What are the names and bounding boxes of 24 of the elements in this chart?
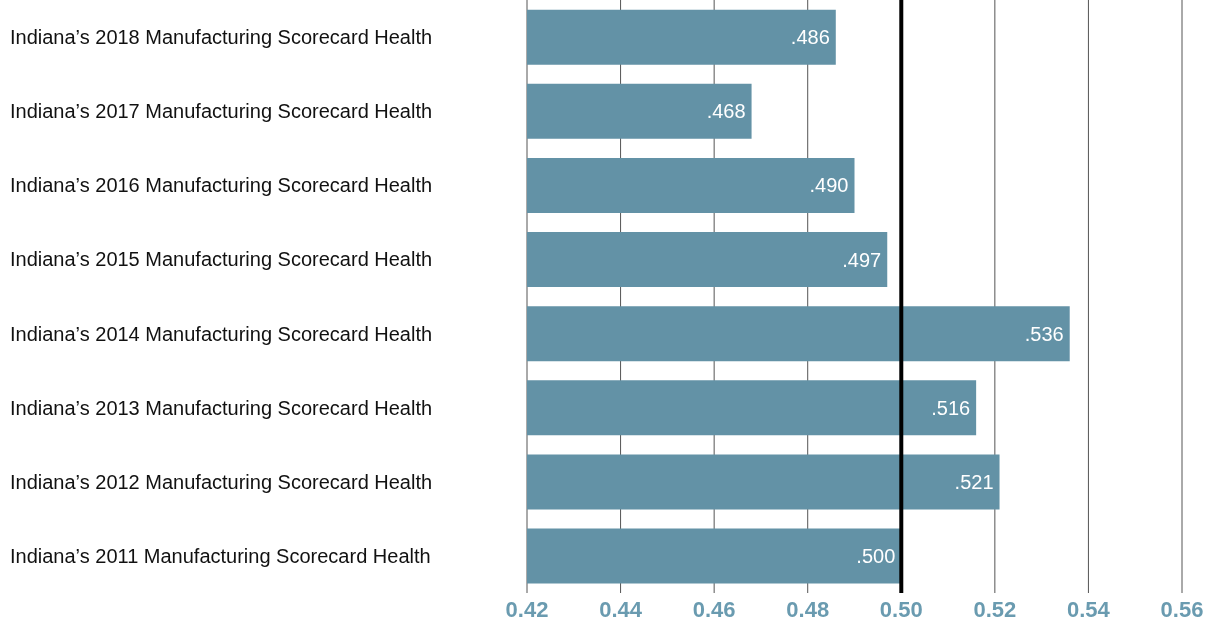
x-tick-label: 0.42 xyxy=(505,596,549,622)
x-tick-label: 0.54 xyxy=(1067,596,1111,622)
y-tick-label: Indiana’s 2017 Manufacturing Scorecard Health xyxy=(10,100,433,123)
data-label: .490 xyxy=(809,174,849,197)
x-tick-label: 0.56 xyxy=(1160,596,1204,622)
y-tick-label: Indiana’s 2013 Manufacturing Scorecard Health xyxy=(10,396,433,419)
x-tick-label: 0.46 xyxy=(692,596,736,622)
x-tick-label: 0.48 xyxy=(786,596,830,622)
data-label: .521 xyxy=(954,470,994,493)
data-label: .468 xyxy=(706,100,746,123)
data-label: .497 xyxy=(842,248,882,271)
y-tick-label: Indiana’s 2015 Manufacturing Scorecard Health xyxy=(10,248,433,271)
y-tick-label: Indiana’s 2018 Manufacturing Scorecard Health xyxy=(10,26,433,49)
y-tick-label: Indiana’s 2014 Manufacturing Scorecard Health xyxy=(10,322,433,345)
x-tick-label: 0.44 xyxy=(599,596,643,622)
data-label: .516 xyxy=(931,396,971,419)
y-tick-label: Indiana’s 2012 Manufacturing Scorecard Health xyxy=(10,470,433,493)
x-tick-label: 0.50 xyxy=(879,596,923,622)
x-tick-label: 0.52 xyxy=(973,596,1017,622)
data-label: .486 xyxy=(790,26,830,49)
data-label: .536 xyxy=(1024,322,1064,345)
y-tick-label: Indiana’s 2011 Manufacturing Scorecard Health xyxy=(10,544,431,567)
y-tick-label: Indiana’s 2016 Manufacturing Scorecard Health xyxy=(10,174,433,197)
data-label: .500 xyxy=(856,545,896,568)
